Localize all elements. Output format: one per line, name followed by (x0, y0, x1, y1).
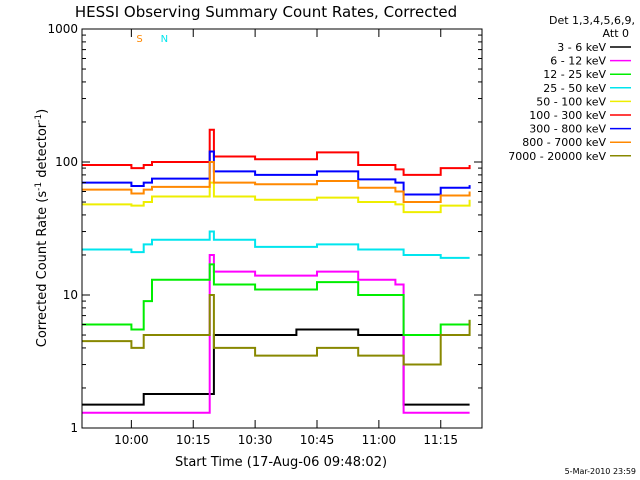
series-line-6 (81, 128, 471, 176)
legend-label-9: 7000 - 20000 keV (508, 150, 606, 163)
legend-label-6: 100 - 300 keV (529, 109, 606, 122)
x-tick-label-3: 10:30 (238, 433, 273, 447)
legend-label-1: 3 - 6 keV (557, 41, 606, 54)
x-tick-label-6: 11:15 (423, 433, 458, 447)
annotation-label-1: S (136, 34, 142, 45)
legend-header-line2: Att 0 (603, 27, 629, 40)
x-tick-label-2: 10:15 (176, 433, 211, 447)
y-tick-label-1: 1 (70, 421, 78, 435)
x-tick-label-4: 10:45 (300, 433, 335, 447)
x-axis-label: Start Time (17-Aug-06 09:48:02) (175, 455, 387, 470)
y-tick-label-3: 100 (55, 155, 78, 169)
chart-title: HESSI Observing Summary Count Rates, Cor… (75, 3, 457, 21)
x-tick-label-1: 10:00 (114, 433, 149, 447)
timestamp: 5-Mar-2010 23:59 (565, 467, 636, 476)
y-axis-label: Corrected Count Rate (s-1 detector-1) (34, 109, 50, 347)
annotation-label-2: N (161, 34, 168, 45)
legend-header-line1: Det 1,3,4,5,6,9, (549, 14, 635, 27)
legend-label-4: 25 - 50 keV (543, 82, 606, 95)
legend-label-7: 300 - 800 keV (529, 123, 606, 136)
y-tick-label-2: 10 (63, 288, 78, 302)
legend-label-8: 800 - 7000 keV (522, 136, 606, 149)
series-line-9 (81, 294, 471, 366)
series-line-3 (81, 263, 471, 336)
y-tick-label-4: 1000 (47, 22, 78, 36)
series-line-2 (81, 254, 470, 414)
legend-label-3: 12 - 25 keV (543, 68, 606, 81)
legend-label-2: 6 - 12 keV (550, 55, 606, 68)
legend-label-5: 50 - 100 keV (536, 95, 606, 108)
series-line-8 (81, 161, 471, 203)
x-tick-label-5: 11:00 (362, 433, 397, 447)
series-line-4 (81, 230, 470, 259)
plot-frame (81, 28, 483, 429)
series-line-5 (81, 181, 471, 214)
